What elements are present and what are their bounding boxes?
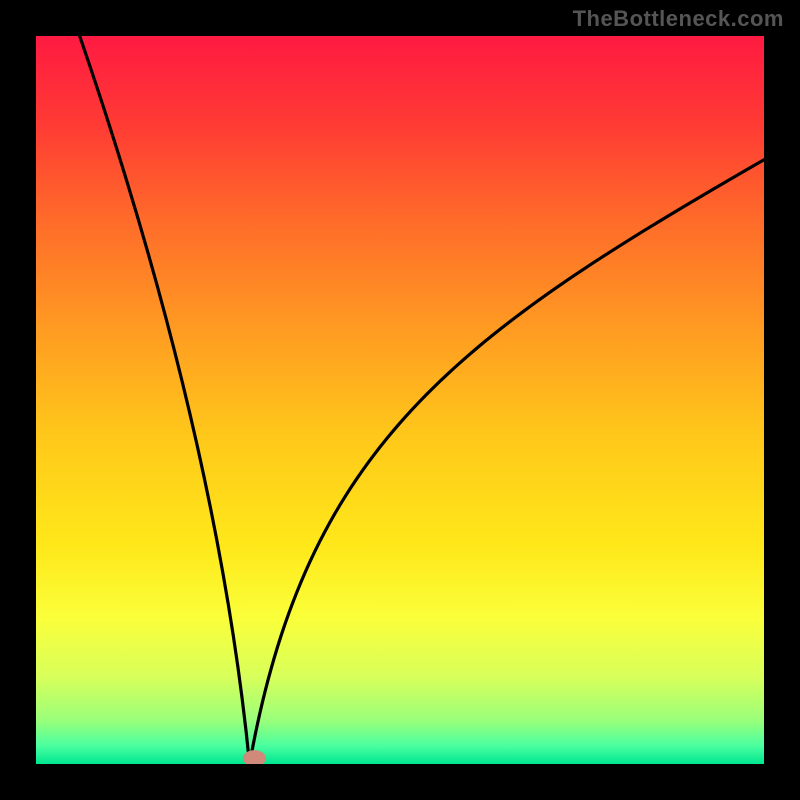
plot-area xyxy=(36,36,764,764)
bottleneck-curve xyxy=(80,36,764,764)
watermark-text: TheBottleneck.com xyxy=(573,6,784,32)
chart-svg xyxy=(36,36,764,764)
watermark-label: TheBottleneck.com xyxy=(573,6,784,31)
vertex-marker xyxy=(243,750,266,764)
canvas: TheBottleneck.com xyxy=(0,0,800,800)
